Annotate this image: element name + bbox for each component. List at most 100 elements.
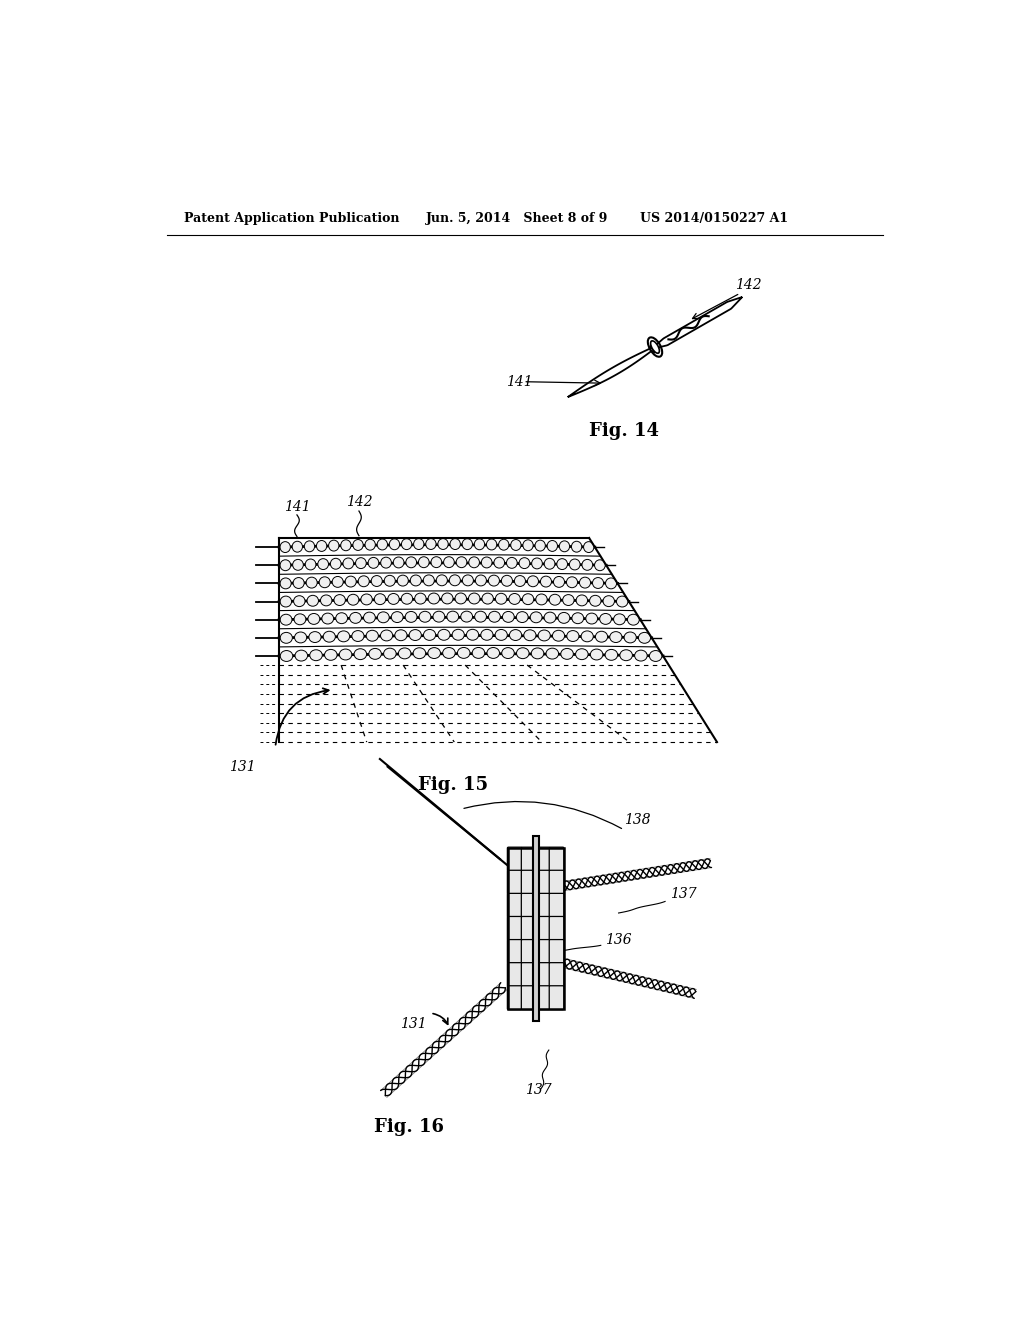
Ellipse shape xyxy=(553,630,564,642)
Ellipse shape xyxy=(453,630,464,640)
Text: Jun. 5, 2014   Sheet 8 of 9: Jun. 5, 2014 Sheet 8 of 9 xyxy=(426,213,608,224)
Ellipse shape xyxy=(624,632,636,643)
Ellipse shape xyxy=(571,612,584,623)
Text: Fig. 16: Fig. 16 xyxy=(375,1118,444,1137)
Ellipse shape xyxy=(389,539,399,549)
Bar xyxy=(532,836,539,1020)
Ellipse shape xyxy=(628,614,639,626)
Ellipse shape xyxy=(292,541,302,552)
Ellipse shape xyxy=(331,558,341,569)
Ellipse shape xyxy=(336,612,347,623)
Ellipse shape xyxy=(438,539,449,549)
Ellipse shape xyxy=(450,539,461,549)
Ellipse shape xyxy=(305,560,316,570)
FancyBboxPatch shape xyxy=(521,986,536,1010)
FancyBboxPatch shape xyxy=(521,870,536,894)
Ellipse shape xyxy=(571,541,582,552)
Ellipse shape xyxy=(595,560,605,570)
Ellipse shape xyxy=(324,631,336,642)
Ellipse shape xyxy=(406,557,417,568)
FancyBboxPatch shape xyxy=(507,962,522,986)
Ellipse shape xyxy=(442,648,456,659)
Ellipse shape xyxy=(446,611,459,622)
Text: 137: 137 xyxy=(525,1082,552,1097)
Ellipse shape xyxy=(496,593,507,605)
Ellipse shape xyxy=(415,593,426,605)
Ellipse shape xyxy=(360,594,373,605)
FancyBboxPatch shape xyxy=(536,870,550,894)
Ellipse shape xyxy=(375,594,386,605)
Ellipse shape xyxy=(557,558,567,569)
Ellipse shape xyxy=(527,576,539,586)
FancyBboxPatch shape xyxy=(521,962,536,986)
Ellipse shape xyxy=(339,649,352,660)
FancyBboxPatch shape xyxy=(549,847,564,871)
Ellipse shape xyxy=(635,651,647,661)
Text: 141: 141 xyxy=(284,500,310,513)
Ellipse shape xyxy=(561,648,573,659)
Ellipse shape xyxy=(436,576,447,586)
Ellipse shape xyxy=(438,630,450,640)
Ellipse shape xyxy=(325,649,337,660)
Ellipse shape xyxy=(507,557,517,569)
Ellipse shape xyxy=(424,630,435,640)
Ellipse shape xyxy=(605,649,617,660)
Ellipse shape xyxy=(309,632,322,643)
Ellipse shape xyxy=(450,576,461,586)
Ellipse shape xyxy=(401,593,413,605)
FancyBboxPatch shape xyxy=(507,894,522,917)
Ellipse shape xyxy=(406,611,417,622)
Ellipse shape xyxy=(384,648,396,659)
Ellipse shape xyxy=(388,594,399,605)
Text: Patent Application Publication: Patent Application Publication xyxy=(183,213,399,224)
Ellipse shape xyxy=(395,630,407,640)
Ellipse shape xyxy=(586,612,598,624)
Ellipse shape xyxy=(475,576,486,586)
Ellipse shape xyxy=(472,648,484,659)
Ellipse shape xyxy=(281,651,293,661)
Ellipse shape xyxy=(600,614,611,624)
FancyBboxPatch shape xyxy=(549,962,564,986)
Ellipse shape xyxy=(530,612,542,623)
FancyBboxPatch shape xyxy=(549,940,564,964)
Ellipse shape xyxy=(509,594,520,605)
Polygon shape xyxy=(567,343,662,397)
Ellipse shape xyxy=(488,576,500,586)
Ellipse shape xyxy=(306,577,317,589)
Ellipse shape xyxy=(293,578,304,589)
Ellipse shape xyxy=(377,539,387,550)
Ellipse shape xyxy=(544,558,555,569)
Ellipse shape xyxy=(367,630,378,642)
Ellipse shape xyxy=(307,595,318,606)
FancyBboxPatch shape xyxy=(549,916,564,940)
Ellipse shape xyxy=(397,576,409,586)
Ellipse shape xyxy=(539,630,550,642)
Text: 131: 131 xyxy=(400,1018,427,1031)
Ellipse shape xyxy=(650,341,659,354)
Ellipse shape xyxy=(638,632,650,643)
Ellipse shape xyxy=(355,557,367,569)
Ellipse shape xyxy=(536,594,547,605)
Ellipse shape xyxy=(502,576,512,586)
Ellipse shape xyxy=(341,540,351,550)
Ellipse shape xyxy=(575,648,588,660)
FancyBboxPatch shape xyxy=(536,847,550,871)
Ellipse shape xyxy=(455,593,467,605)
Ellipse shape xyxy=(566,577,578,587)
Ellipse shape xyxy=(433,611,444,622)
Ellipse shape xyxy=(580,577,591,589)
Ellipse shape xyxy=(456,557,467,568)
Ellipse shape xyxy=(349,612,361,623)
Ellipse shape xyxy=(294,595,305,607)
Ellipse shape xyxy=(496,630,507,640)
Ellipse shape xyxy=(541,576,552,587)
Ellipse shape xyxy=(393,557,404,568)
Ellipse shape xyxy=(544,612,556,623)
Ellipse shape xyxy=(419,611,431,622)
Ellipse shape xyxy=(531,648,544,659)
Ellipse shape xyxy=(378,612,389,623)
Ellipse shape xyxy=(428,648,440,659)
Ellipse shape xyxy=(317,558,329,569)
Bar xyxy=(508,847,563,1010)
Ellipse shape xyxy=(609,632,622,643)
